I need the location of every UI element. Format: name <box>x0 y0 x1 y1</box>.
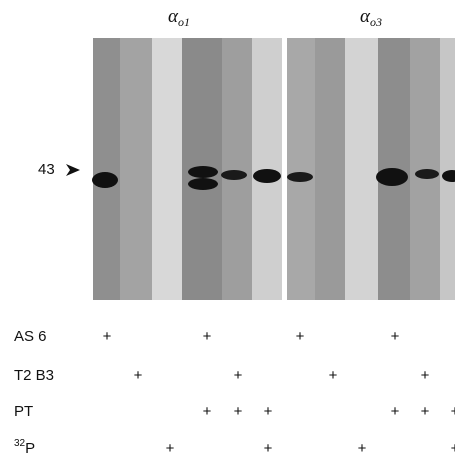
symbol: α <box>360 6 371 27</box>
band <box>442 170 455 182</box>
lane <box>315 38 345 300</box>
band <box>92 172 118 188</box>
band <box>188 166 218 178</box>
lane <box>93 38 120 300</box>
band <box>376 168 408 186</box>
superscript: 32 <box>14 438 26 449</box>
subscript: o1 <box>178 15 190 29</box>
symbol: α <box>168 6 179 27</box>
panel-label: αo3 <box>360 6 382 28</box>
lane-mark: + <box>203 403 212 420</box>
panel-label: αo1 <box>168 6 190 28</box>
row-label: T2 B3 <box>14 367 54 384</box>
lane-mark: + <box>421 403 430 420</box>
label-text: P <box>25 440 35 457</box>
lane-mark: + <box>166 440 175 457</box>
lane <box>345 38 378 300</box>
lane <box>222 38 252 300</box>
blot <box>92 38 455 300</box>
lane-mark: + <box>451 403 455 420</box>
lane <box>410 38 440 300</box>
lane-mark: + <box>451 440 455 457</box>
band <box>221 170 247 180</box>
row-label: PT <box>14 403 33 420</box>
lane-mark: + <box>234 403 243 420</box>
lane-mark: + <box>296 328 305 345</box>
lane-mark: + <box>134 367 143 384</box>
band <box>415 169 439 179</box>
lane-mark: + <box>329 367 338 384</box>
subscript: o3 <box>370 15 382 29</box>
lane <box>152 38 182 300</box>
band <box>287 172 313 182</box>
row-label: 32P <box>14 438 35 457</box>
lane <box>440 38 455 300</box>
lane-mark: + <box>264 440 273 457</box>
lane-mark: + <box>421 367 430 384</box>
lane <box>120 38 152 300</box>
lane-mark: + <box>103 328 112 345</box>
band <box>253 169 281 183</box>
lane-mark: + <box>234 367 243 384</box>
band <box>188 178 218 190</box>
lane <box>287 38 315 300</box>
lane-mark: + <box>358 440 367 457</box>
lane-mark: + <box>391 328 400 345</box>
lane-mark: + <box>203 328 212 345</box>
marker-arrow <box>66 164 80 176</box>
lane-mark: + <box>264 403 273 420</box>
condition-rows: AS 6 + + + + T2 B3 + + + + PT + + + + + +32P + + + + <box>14 328 455 457</box>
row-label: AS 6 <box>14 328 47 345</box>
lane-mark: + <box>391 403 400 420</box>
marker-label: 43 <box>38 161 55 178</box>
